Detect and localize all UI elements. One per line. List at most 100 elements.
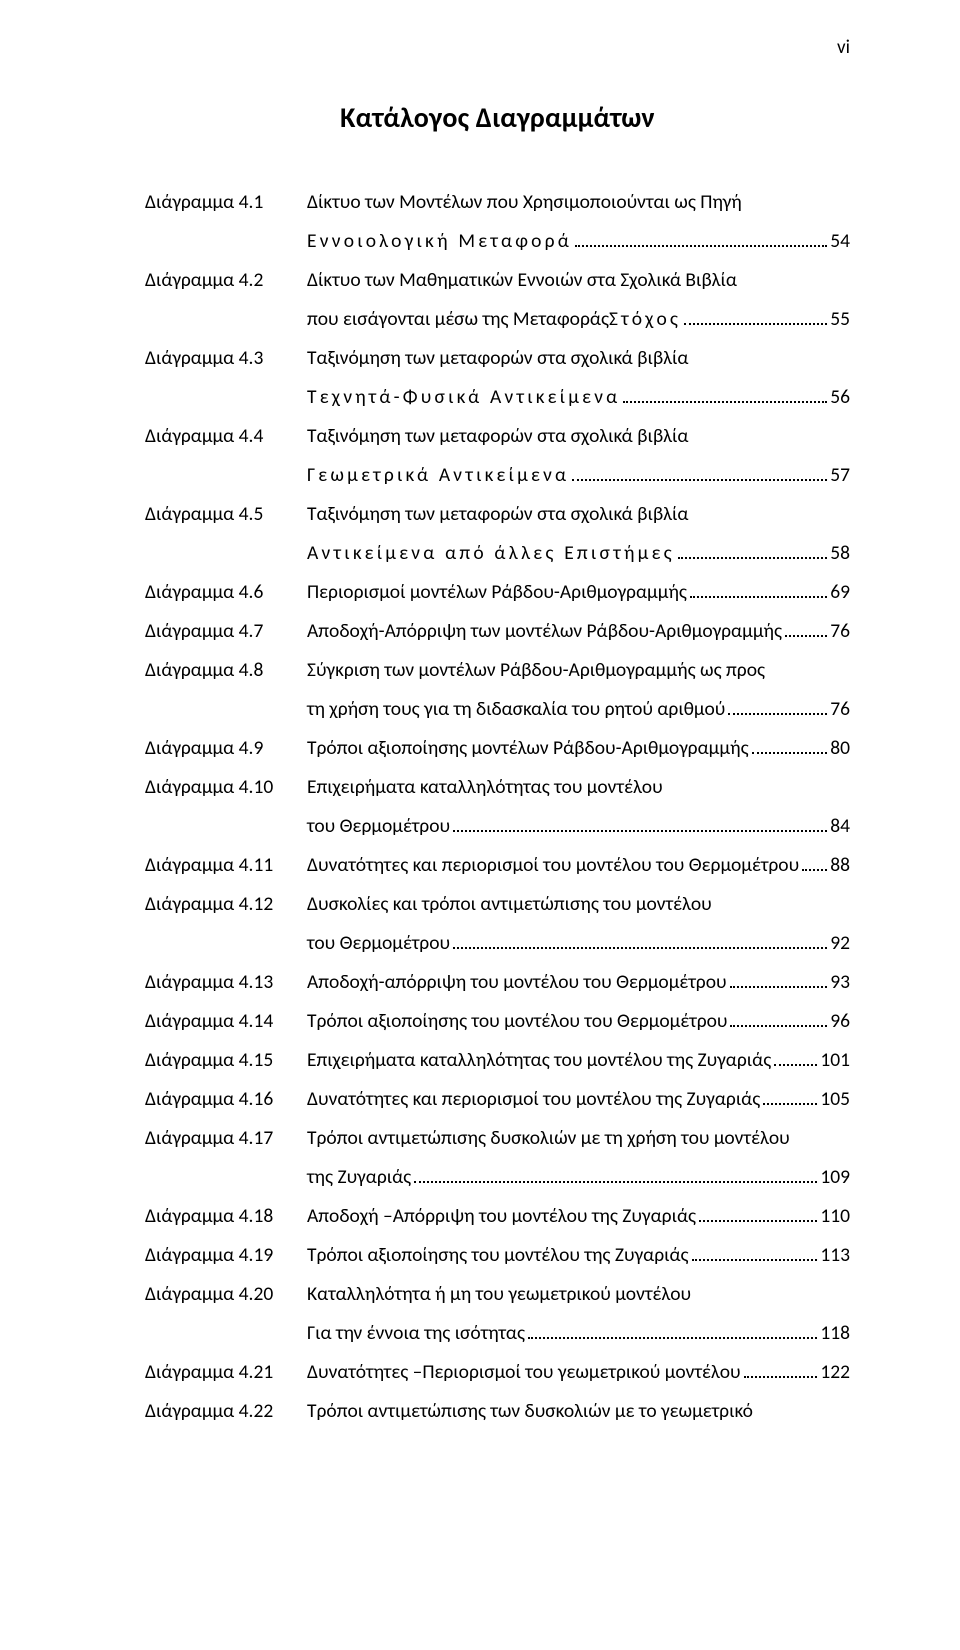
dot-leader bbox=[528, 1321, 817, 1339]
entry-page: 55 bbox=[830, 300, 850, 339]
entry-text: Δυσκολίες και τρόποι αντιμετώπισης του μ… bbox=[307, 885, 712, 924]
entry-text: Αποδοχή-απόρριψη του μοντέλου του Θερμομ… bbox=[307, 963, 727, 1002]
toc-entry: Διάγραμμα 4.12Δυσκολίες και τρόποι αντιμ… bbox=[145, 885, 850, 924]
toc-entry: Διάγραμμα 4.10Επιχειρήματα καταλληλότητα… bbox=[145, 768, 850, 807]
entry-text: Τρόποι αντιμετώπισης δυσκολιών με τη χρή… bbox=[307, 1119, 790, 1158]
entry-label: Διάγραμμα 4.12 bbox=[145, 885, 307, 924]
entry-text: Ταξινόμηση των μεταφορών στα σχολικά βιβ… bbox=[307, 495, 688, 534]
entry-text: Ταξινόμηση των μεταφορών στα σχολικά βιβ… bbox=[307, 417, 688, 456]
toc-entry: Διάγραμμα 4.3Ταξινόμηση των μεταφορών στ… bbox=[145, 339, 850, 378]
toc-entry: Διάγραμμα 4.20Καταλληλότητα ή μη του γεω… bbox=[145, 1275, 850, 1314]
dot-leader bbox=[414, 1165, 817, 1183]
entry-page: 110 bbox=[820, 1197, 850, 1236]
toc-entry-continuation: Αντικείμενα από άλλες Επιστήμες58 bbox=[145, 534, 850, 573]
dot-leader bbox=[623, 385, 827, 403]
dot-leader bbox=[744, 1360, 818, 1378]
entry-cont-text: Για την έννοια της ισότητας bbox=[307, 1314, 525, 1353]
toc-entry: Διάγραμμα 4.1Δίκτυο των Μοντέλων που Χρη… bbox=[145, 183, 850, 222]
toc-entry: Διάγραμμα 4.7Αποδοχή-Απόρριψη των μοντέλ… bbox=[145, 612, 850, 651]
entry-cont-text: τη χρήση τους για τη διδασκαλία του ρητο… bbox=[307, 690, 725, 729]
toc-entries: Διάγραμμα 4.1Δίκτυο των Μοντέλων που Χρη… bbox=[145, 183, 850, 1431]
dot-leader bbox=[763, 1087, 817, 1105]
entry-page: 113 bbox=[820, 1236, 850, 1275]
entry-text: Περιορισμοί μοντέλων Ράβδου-Αριθμογραμμή… bbox=[307, 573, 687, 612]
dot-leader bbox=[785, 619, 827, 637]
entry-label: Διάγραμμα 4.18 bbox=[145, 1197, 307, 1236]
entry-text: Σύγκριση των μοντέλων Ράβδου-Αριθμογραμμ… bbox=[307, 651, 765, 690]
entry-page: 69 bbox=[830, 573, 850, 612]
entry-label: Διάγραμμα 4.8 bbox=[145, 651, 307, 690]
entry-page: 122 bbox=[820, 1353, 850, 1392]
dot-leader bbox=[752, 736, 828, 754]
entry-cont-text: του Θερμομέτρου bbox=[307, 807, 450, 846]
entry-text: Επιχειρήματα καταλληλότητας του μοντέλου bbox=[307, 768, 663, 807]
dot-leader bbox=[453, 814, 827, 832]
entry-label: Διάγραμμα 4.10 bbox=[145, 768, 307, 807]
dot-leader bbox=[453, 931, 827, 949]
entry-page: 93 bbox=[830, 963, 850, 1002]
toc-entry: Διάγραμμα 4.13Αποδοχή-απόρριψη του μοντέ… bbox=[145, 963, 850, 1002]
entry-page: 92 bbox=[830, 924, 850, 963]
entry-text: Αποδοχή –Απόρριψη του μοντέλου της Ζυγαρ… bbox=[307, 1197, 696, 1236]
entry-cont-prefix: που εισάγονται μέσω της Μεταφοράς bbox=[307, 300, 609, 339]
dot-leader bbox=[699, 1204, 817, 1222]
entry-text: Τρόποι αξιοποίησης του μοντέλου της Ζυγα… bbox=[307, 1236, 689, 1275]
toc-entry: Διάγραμμα 4.14Τρόποι αξιοποίησης του μον… bbox=[145, 1002, 850, 1041]
toc-entry-continuation: του Θερμομέτρου 92 bbox=[145, 924, 850, 963]
entry-text: Δίκτυο των Μοντέλων που Χρησιμοποιούνται… bbox=[307, 183, 742, 222]
entry-cont-text: της Ζυγαριάς bbox=[307, 1158, 411, 1197]
entry-label: Διάγραμμα 4.17 bbox=[145, 1119, 307, 1158]
toc-entry-continuation: τη χρήση τους για τη διδασκαλία του ρητο… bbox=[145, 690, 850, 729]
entry-page: 96 bbox=[830, 1002, 850, 1041]
entry-page: 105 bbox=[820, 1080, 850, 1119]
entry-page: 76 bbox=[830, 690, 850, 729]
toc-entry: Διάγραμμα 4.11Δυνατότητες και περιορισμο… bbox=[145, 846, 850, 885]
entry-page: 57 bbox=[830, 456, 850, 495]
entry-text: Αποδοχή-Απόρριψη των μοντέλων Ράβδου-Αρι… bbox=[307, 612, 782, 651]
toc-entry-continuation: Γεωμετρικά Αντικείμενα57 bbox=[145, 456, 850, 495]
entry-label: Διάγραμμα 4.13 bbox=[145, 963, 307, 1002]
entry-label: Διάγραμμα 4.4 bbox=[145, 417, 307, 456]
entry-cont-text: Εννοιολογική Μεταφορά bbox=[307, 222, 572, 261]
toc-entry-continuation: του Θερμομέτρου 84 bbox=[145, 807, 850, 846]
toc-entry: Διάγραμμα 4.15Επιχειρήματα καταλληλότητα… bbox=[145, 1041, 850, 1080]
toc-entry: Διάγραμμα 4.17Τρόποι αντιμετώπισης δυσκο… bbox=[145, 1119, 850, 1158]
dot-leader bbox=[690, 580, 827, 598]
entry-page: 109 bbox=[820, 1158, 850, 1197]
dot-leader bbox=[730, 970, 828, 988]
toc-entry-continuation: Τεχνητά-Φυσικά Αντικείμενα56 bbox=[145, 378, 850, 417]
page-content: Κατάλογος Διαγραμμάτων Διάγραμμα 4.1Δίκτ… bbox=[0, 0, 960, 1491]
page-number: vi bbox=[837, 36, 850, 59]
dot-leader bbox=[774, 1048, 817, 1066]
toc-entry: Διάγραμμα 4.16Δυνατότητες και περιορισμο… bbox=[145, 1080, 850, 1119]
toc-entry: Διάγραμμα 4.19Τρόποι αξιοποίησης του μον… bbox=[145, 1236, 850, 1275]
entry-cont-text: του Θερμομέτρου bbox=[307, 924, 450, 963]
toc-entry: Διάγραμμα 4.21Δυνατότητες –Περιορισμοί τ… bbox=[145, 1353, 850, 1392]
entry-page: 80 bbox=[830, 729, 850, 768]
entry-label: Διάγραμμα 4.22 bbox=[145, 1392, 307, 1431]
entry-label: Διάγραμμα 4.6 bbox=[145, 573, 307, 612]
toc-entry: Διάγραμμα 4.18Αποδοχή –Απόρριψη του μοντ… bbox=[145, 1197, 850, 1236]
toc-entry-continuation: της Ζυγαριάς 109 bbox=[145, 1158, 850, 1197]
entry-text: Καταλληλότητα ή μη του γεωμετρικού μοντέ… bbox=[307, 1275, 691, 1314]
dot-leader bbox=[575, 229, 827, 247]
dot-leader bbox=[728, 697, 827, 715]
entry-page: 84 bbox=[830, 807, 850, 846]
entry-page: 88 bbox=[830, 846, 850, 885]
toc-entry: Διάγραμμα 4.5Ταξινόμηση των μεταφορών στ… bbox=[145, 495, 850, 534]
dot-leader bbox=[572, 463, 827, 481]
toc-entry: Διάγραμμα 4.2Δίκτυο των Μαθηματικών Εννο… bbox=[145, 261, 850, 300]
dot-leader bbox=[684, 307, 827, 325]
toc-entry: Διάγραμμα 4.9Τρόποι αξιοποίησης μοντέλων… bbox=[145, 729, 850, 768]
section-heading: Κατάλογος Διαγραμμάτων bbox=[145, 100, 850, 135]
entry-label: Διάγραμμα 4.5 bbox=[145, 495, 307, 534]
entry-label: Διάγραμμα 4.11 bbox=[145, 846, 307, 885]
entry-label: Διάγραμμα 4.1 bbox=[145, 183, 307, 222]
entry-text: Τρόποι αξιοποίησης μοντέλων Ράβδου-Αριθμ… bbox=[307, 729, 749, 768]
entry-text: Δυνατότητες και περιορισμοί του μοντέλου… bbox=[307, 1080, 760, 1119]
dot-leader bbox=[730, 1009, 827, 1027]
entry-text: Ταξινόμηση των μεταφορών στα σχολικά βιβ… bbox=[307, 339, 688, 378]
toc-entry-continuation: Εννοιολογική Μεταφορά54 bbox=[145, 222, 850, 261]
entry-label: Διάγραμμα 4.19 bbox=[145, 1236, 307, 1275]
entry-label: Διάγραμμα 4.20 bbox=[145, 1275, 307, 1314]
